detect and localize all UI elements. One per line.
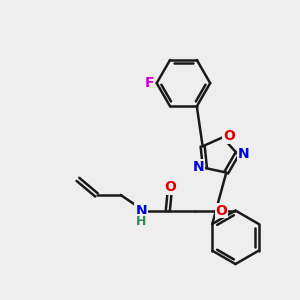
Text: N: N bbox=[193, 160, 204, 174]
Text: H: H bbox=[136, 215, 146, 228]
Text: N: N bbox=[238, 147, 249, 161]
Text: O: O bbox=[164, 180, 176, 194]
Text: F: F bbox=[145, 76, 154, 90]
Text: N: N bbox=[135, 204, 147, 218]
Text: O: O bbox=[223, 129, 235, 143]
Text: O: O bbox=[215, 204, 227, 218]
